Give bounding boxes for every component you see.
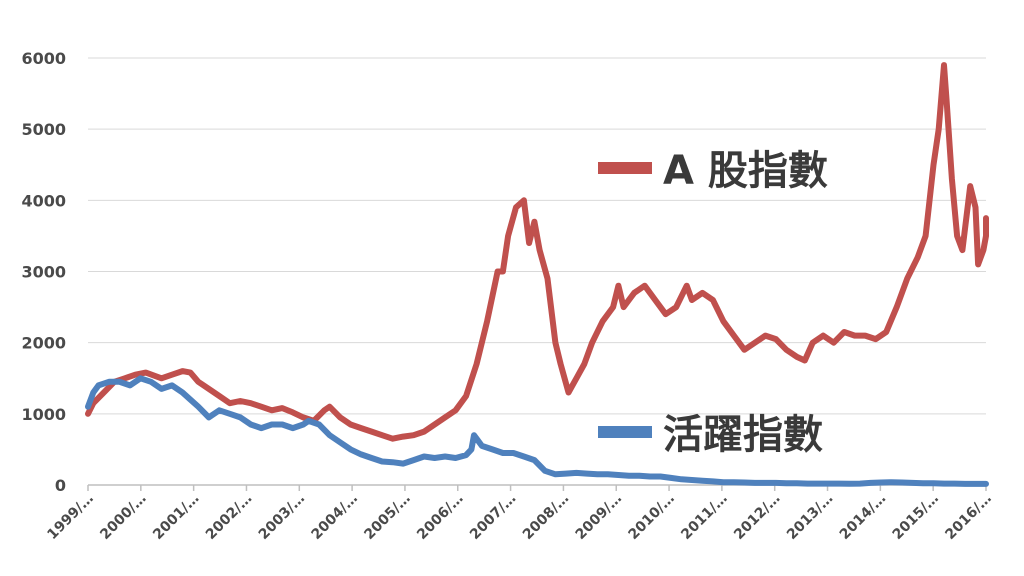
data-series xyxy=(85,62,989,487)
x-tick-label: 2014/… xyxy=(837,491,889,543)
y-tick-label: 1000 xyxy=(21,405,66,424)
y-tick-label: 0 xyxy=(55,476,66,495)
x-tick-label: 2010/… xyxy=(626,491,678,543)
x-tick-label: 2009/… xyxy=(573,491,625,543)
x-tick-label: 2004/… xyxy=(309,491,361,543)
series-line-active-index xyxy=(85,375,989,487)
x-axis-tick-labels: 1999/… 2000/… 2001/… 2002/… 2003/… 2004/… 2005… xyxy=(44,491,994,543)
x-tick-label: 2016/… xyxy=(942,491,994,543)
legend-label-a-share-index: A 股指數 xyxy=(663,148,828,194)
x-tick-label: 1999/… xyxy=(44,491,96,543)
y-tick-label: 5000 xyxy=(21,120,66,139)
x-tick-label: 2005/… xyxy=(361,491,413,543)
x-tick-label: 2001/… xyxy=(150,491,202,543)
x-tick-label: 2011/… xyxy=(678,491,730,543)
series-line-a-share-index xyxy=(85,62,989,442)
x-tick-label: 2003/… xyxy=(256,491,308,543)
y-tick-label: 2000 xyxy=(21,334,66,353)
x-tick-label: 2015/… xyxy=(890,491,942,543)
y-tick-label: 3000 xyxy=(21,263,66,282)
x-tick-label: 2000/… xyxy=(97,491,149,543)
legend-label-active-index: 活躍指數 xyxy=(663,412,823,458)
legend: A 股指數 活躍指數 xyxy=(598,148,828,458)
x-tick-label: 2008/… xyxy=(520,491,572,543)
x-tick-label: 2013/… xyxy=(784,491,836,543)
gridlines xyxy=(87,57,987,491)
y-tick-label: 6000 xyxy=(21,49,66,68)
x-tick-label: 2012/… xyxy=(731,491,783,543)
y-tick-label: 4000 xyxy=(21,191,66,210)
x-tick-label: 2007/… xyxy=(467,491,519,543)
legend-entry-active-index: 活躍指數 xyxy=(598,412,823,458)
x-tick-label: 2006/… xyxy=(414,491,466,543)
y-axis-tick-labels: 0 1000 2000 3000 4000 5000 6000 xyxy=(21,49,66,495)
legend-entry-a-share-index: A 股指數 xyxy=(598,148,828,194)
x-tick-label: 2002/… xyxy=(203,491,255,543)
